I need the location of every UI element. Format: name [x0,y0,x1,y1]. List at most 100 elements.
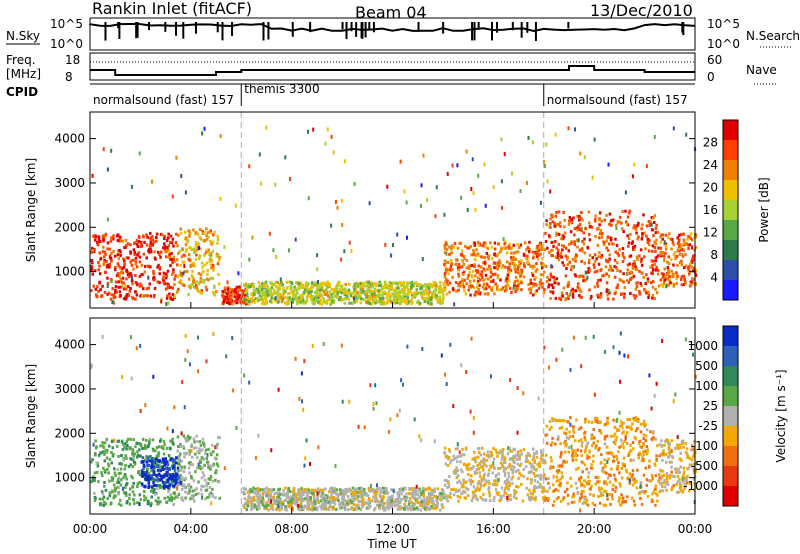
echo-cell [184,243,188,247]
echo-cell [278,505,282,508]
echo-cell [651,296,654,300]
echo-cell [472,191,475,195]
echo-cell [519,261,522,265]
echo-cell [535,283,538,287]
echo-cell [200,456,204,460]
echo-cell [416,283,420,286]
echo-cell [121,276,125,280]
echo-cell [373,282,376,285]
echo-cell [265,486,268,490]
echo-cell [459,284,462,288]
echo-cell [251,489,254,493]
echo-cell [583,278,587,282]
echo-cell [473,450,476,454]
echo-cell [541,282,544,286]
echo-cell [477,243,480,247]
echo-cell [203,445,206,449]
echo-cell [543,495,547,499]
echo-cell [180,255,184,259]
echo-cell [261,302,264,306]
echo-cell [205,457,208,461]
echo-cell [141,460,144,464]
echo-cell [119,253,122,257]
echo-cell [469,467,472,471]
echo-cell [134,274,137,277]
echo-cell [178,462,181,466]
echo-cell [398,496,401,500]
echo-cell [661,237,664,241]
echo-cell [112,452,115,456]
echo-cell [484,245,487,249]
echo-cell [418,301,422,305]
echo-cell [486,267,489,271]
echo-cell [556,251,559,255]
echo-cell [549,222,552,226]
echo-cell [170,241,174,245]
echo-cell [598,251,601,255]
nave-label: Nave [746,63,777,77]
echo-cell [291,497,294,501]
echo-cell [144,446,147,450]
y-tick-label: 4000 [54,132,85,146]
echo-cell [432,494,436,498]
echo-cell [613,292,617,296]
echo-cell [645,234,648,238]
echo-cell [487,257,490,261]
echo-cell [324,141,327,146]
echo-cell [374,295,377,299]
echo-cell [165,301,168,306]
echo-cell [145,456,148,460]
echo-cell [682,232,685,236]
echo-cell [693,253,696,257]
echo-cell [372,495,375,499]
nsky-label: N.Sky [6,29,40,43]
echo-cell [163,242,166,246]
echo-cell [514,270,518,274]
echo-cell [155,459,158,462]
echo-cell [106,247,109,251]
echo-cell [209,229,212,233]
echo-cell [202,474,206,478]
echo-cell [156,500,160,504]
echo-cell [538,282,542,286]
echo-cell [214,471,217,475]
echo-cell [273,288,276,292]
echo-cell [449,268,452,272]
echo-cell [483,452,486,456]
echo-cell [138,448,141,452]
echo-cell [607,162,610,167]
echo-cell [420,296,424,300]
echo-cell [367,280,370,284]
echo-cell [363,292,367,296]
echo-cell [186,239,190,243]
echo-cell [164,485,168,489]
echo-cell [290,289,293,293]
echo-cell [350,492,353,496]
echo-cell [317,283,320,287]
echo-cell [136,282,139,286]
echo-cell [675,282,679,286]
echo-cell [307,282,310,286]
echo-cell [403,189,406,194]
echo-cell [273,499,276,503]
echo-cell [94,439,97,443]
echo-cell [147,286,150,290]
echo-cell [448,252,451,256]
echo-cell [470,264,473,267]
echo-cell [298,496,301,500]
echo-cell [117,492,120,496]
echo-cell [343,502,346,506]
echo-cell [653,240,656,244]
echo-cell [133,462,137,466]
echo-cell [527,470,531,474]
echo-cell [138,255,142,259]
echo-cell [588,221,591,225]
echo-cell [597,262,601,266]
echo-cell [657,268,660,272]
echo-cell [501,453,504,457]
echo-cell [179,443,182,446]
echo-cell [355,490,359,494]
echo-cell [193,499,196,503]
echo-cell [474,489,477,493]
echo-cell [387,507,390,511]
